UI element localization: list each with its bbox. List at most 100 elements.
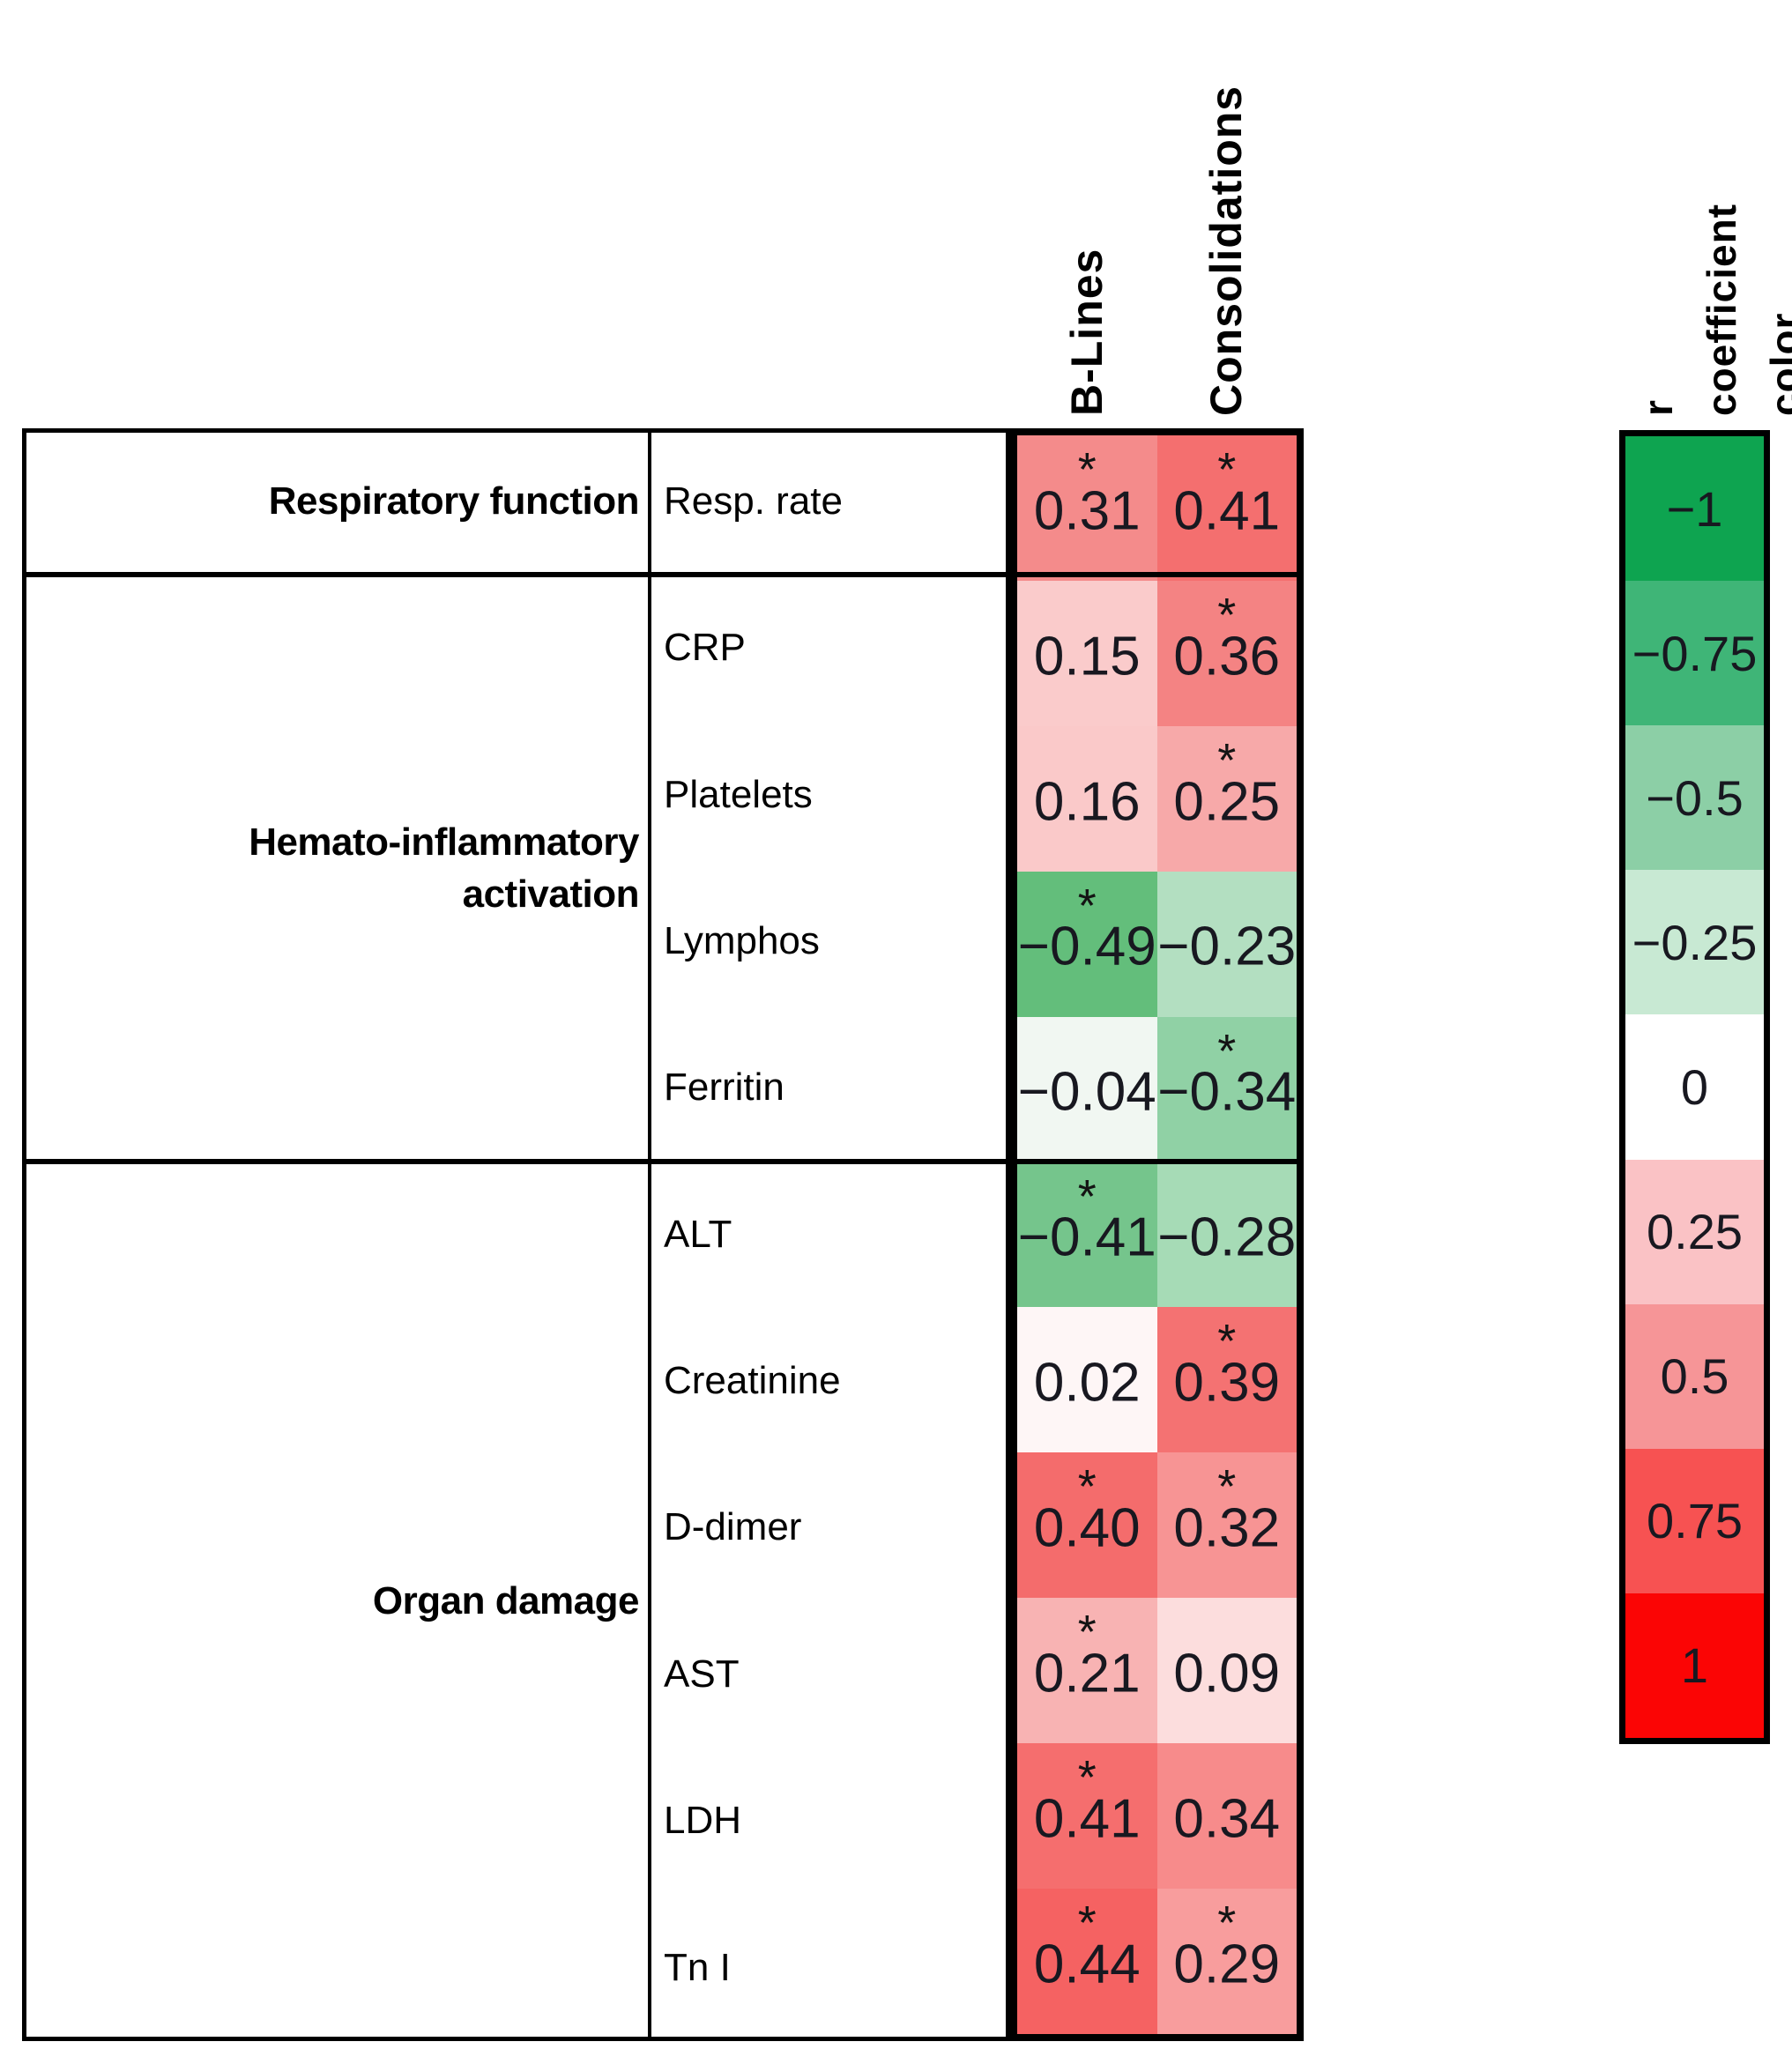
significance-asterisk: * [1077, 1754, 1097, 1785]
heatmap-cell: * 0.39 [1156, 1307, 1297, 1453]
significance-asterisk [1017, 1318, 1157, 1348]
legend-tick-label: −0.75 [1632, 625, 1758, 681]
row-label-platelets: Platelets [664, 773, 813, 816]
group-divider [22, 1159, 1304, 1164]
legend-swatch: −1 [1625, 436, 1764, 582]
correlation-value: 0.34 [1173, 1788, 1281, 1850]
significance-asterisk: * [1217, 1463, 1237, 1494]
heatmap-cell: * 0.44 [1017, 1889, 1157, 2034]
legend-swatch: 0.25 [1625, 1159, 1764, 1304]
legend-tick-label: 0.5 [1660, 1348, 1729, 1405]
correlation-value: −0.28 [1157, 1206, 1297, 1268]
correlation-value: 0.32 [1173, 1497, 1281, 1559]
heatmap-cell: 0.02 [1017, 1307, 1157, 1453]
correlation-value: 0.29 [1173, 1934, 1281, 1995]
correlation-value: 0.36 [1173, 626, 1281, 687]
category-hemato-inflammatory-activation: Hemato-inflammatory activation [249, 820, 639, 916]
heatmap-cell: 0.16 [1017, 725, 1157, 872]
heatmap-cell: * 0.40 [1017, 1452, 1157, 1599]
heatmap-cell: −0.04 [1017, 1016, 1157, 1162]
heatmap-cell: * 0.41 [1017, 1743, 1157, 1890]
legend-tick-label: 0 [1680, 1058, 1709, 1115]
correlation-value: 0.21 [1033, 1643, 1141, 1704]
correlation-value: 0.40 [1033, 1497, 1141, 1559]
correlation-value: 0.41 [1173, 480, 1281, 542]
correlation-value: 0.25 [1173, 771, 1281, 833]
correlation-value: 0.44 [1033, 1934, 1141, 1995]
legend-tick-label: −0.5 [1646, 769, 1744, 826]
legend-tick-label: −0.25 [1632, 914, 1758, 970]
heatmap-grid: * 0.31 * 0.41 0.15 * 0.36 0.16 * 0.25 * −0.49… [1010, 428, 1304, 2041]
significance-asterisk: * [1077, 446, 1097, 476]
legend-tick-label: 0.25 [1647, 1204, 1743, 1260]
row-label-ldh: LDH [664, 1799, 742, 1842]
significance-asterisk [1017, 737, 1157, 767]
heatmap-cell: * 0.31 [1017, 435, 1157, 581]
significance-asterisk: * [1077, 881, 1097, 912]
group-divider [22, 572, 1304, 577]
column-divider [648, 428, 651, 2041]
row-label-lymphos: Lymphos [664, 919, 820, 962]
correlation-value: −0.41 [1017, 1206, 1156, 1268]
heatmap-cell: * −0.34 [1156, 1016, 1297, 1162]
legend-swatch: −0.25 [1625, 870, 1764, 1015]
column-header-b-lines: B-Lines [1062, 248, 1112, 416]
color-scale-legend: −1 −0.75 −0.5 −0.25 0 0.25 0.5 0.75 1 [1619, 430, 1770, 1744]
heatmap-cell: −0.23 [1156, 871, 1298, 1017]
heatmap-cell: * 0.29 [1156, 1889, 1297, 2034]
row-label-ferritin: Ferritin [664, 1065, 784, 1109]
legend-swatch: 0 [1625, 1014, 1764, 1160]
legend-tick-label: −1 [1666, 480, 1723, 537]
heatmap-cell: * −0.41 [1017, 1162, 1157, 1308]
significance-asterisk: * [1217, 590, 1237, 621]
legend-swatch: 0.5 [1625, 1303, 1764, 1449]
significance-asterisk [1157, 1173, 1298, 1203]
legend-swatch: 0.75 [1625, 1448, 1764, 1593]
correlation-value: 0.31 [1033, 480, 1141, 542]
heatmap-cell: * −0.49 [1017, 871, 1157, 1017]
correlation-value: 0.15 [1033, 626, 1141, 687]
significance-asterisk: * [1217, 736, 1237, 767]
significance-asterisk [1017, 591, 1157, 621]
correlation-value: −0.23 [1157, 916, 1297, 977]
correlation-value: 0.16 [1033, 771, 1141, 833]
significance-asterisk: * [1217, 1027, 1237, 1058]
heatmap-cell: * 0.32 [1156, 1452, 1297, 1599]
correlation-value: −0.04 [1017, 1061, 1156, 1123]
row-label-resp-rate: Resp. rate [664, 479, 843, 523]
heatmap-cell: * 0.41 [1156, 435, 1297, 581]
legend-swatch: −0.75 [1625, 581, 1764, 726]
significance-asterisk [1157, 1754, 1298, 1784]
significance-asterisk [1017, 1028, 1157, 1058]
heatmap-cell: −0.28 [1156, 1162, 1298, 1308]
column-header-consolidations: Consolidations [1201, 85, 1251, 416]
significance-asterisk: * [1217, 1899, 1237, 1930]
row-label-alt: ALT [664, 1213, 732, 1256]
legend-swatch: −0.5 [1625, 725, 1764, 871]
significance-asterisk: * [1077, 1172, 1097, 1203]
significance-asterisk: * [1077, 1608, 1097, 1639]
heatmap-cell: * 0.36 [1156, 580, 1297, 726]
significance-asterisk: * [1077, 1463, 1097, 1494]
category-respiratory-function: Respiratory function [268, 479, 640, 523]
row-label-creatinine: Creatinine [664, 1359, 841, 1402]
correlation-value: −0.49 [1017, 916, 1156, 977]
row-label-d-dimer: D-dimer [664, 1505, 802, 1548]
row-label-ast: AST [664, 1652, 740, 1696]
significance-asterisk: * [1217, 1318, 1237, 1348]
significance-asterisk [1157, 1608, 1298, 1638]
legend-swatch: 1 [1625, 1593, 1764, 1738]
legend-title: r coefficient color scale [1635, 203, 1792, 416]
heatmap-cell: 0.34 [1156, 1743, 1298, 1890]
correlation-value: 0.09 [1173, 1643, 1281, 1704]
table-frame [22, 428, 1010, 2041]
heatmap-cell: 0.15 [1017, 580, 1157, 726]
significance-asterisk: * [1077, 1899, 1097, 1930]
heatmap-cell: * 0.21 [1017, 1598, 1157, 1744]
row-label-crp: CRP [664, 626, 746, 669]
heatmap-cell: 0.09 [1156, 1598, 1298, 1744]
legend-tick-label: 0.75 [1647, 1493, 1743, 1549]
significance-asterisk: * [1217, 446, 1237, 476]
significance-asterisk [1157, 882, 1298, 912]
